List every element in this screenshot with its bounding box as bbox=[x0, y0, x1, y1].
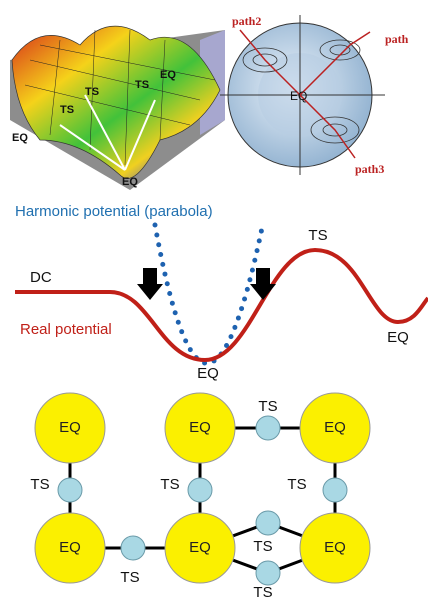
arrow bbox=[250, 268, 276, 300]
ts-label: TS bbox=[30, 476, 49, 493]
potential-panel: Harmonic potential (parabola) TS DC Real… bbox=[15, 203, 428, 382]
ts-label: TS bbox=[287, 476, 306, 493]
eq-label: EQ bbox=[189, 539, 211, 556]
ts-node bbox=[121, 536, 145, 560]
eq-label: EQ bbox=[12, 132, 28, 144]
ts-node bbox=[256, 416, 280, 440]
surface-panel: EQ TS TS TS EQ EQ bbox=[10, 26, 225, 190]
eq-label: EQ bbox=[197, 365, 219, 382]
real-potential-curve bbox=[15, 250, 428, 360]
real-label: Real potential bbox=[20, 321, 112, 338]
harmonic-label: Harmonic potential (parabola) bbox=[15, 203, 213, 220]
ts-node bbox=[256, 511, 280, 535]
ts-label: TS bbox=[135, 79, 149, 91]
eq-label: EQ bbox=[59, 419, 81, 436]
ts-label: TS bbox=[85, 86, 99, 98]
path-label: path3 bbox=[355, 162, 384, 176]
ts-label: TS bbox=[253, 538, 272, 555]
sphere-panel: path2 path EQ path3 bbox=[220, 14, 409, 176]
ts-label: TS bbox=[160, 476, 179, 493]
eq-label: EQ bbox=[160, 69, 176, 81]
dc-label: DC bbox=[30, 269, 52, 286]
eq-label: EQ bbox=[290, 89, 307, 103]
path-label: path bbox=[385, 32, 409, 46]
ts-node bbox=[58, 478, 82, 502]
path-label: path2 bbox=[232, 14, 261, 28]
surface bbox=[12, 26, 220, 178]
ts-node bbox=[256, 561, 280, 585]
ts-node bbox=[188, 478, 212, 502]
eq-label: EQ bbox=[59, 539, 81, 556]
arrow bbox=[137, 268, 163, 300]
ts-label: TS bbox=[253, 584, 272, 599]
eq-label: EQ bbox=[189, 419, 211, 436]
ts-node bbox=[323, 478, 347, 502]
ts-label: TS bbox=[308, 227, 327, 244]
ts-label: TS bbox=[120, 569, 139, 586]
network: EQ EQ EQ EQ EQ EQ TS TS TS TS TS TS TS bbox=[30, 393, 370, 599]
ts-label: TS bbox=[258, 398, 277, 415]
ts-label: TS bbox=[60, 104, 74, 116]
figure: EQ TS TS TS EQ EQ path2 path EQ path3 Ha… bbox=[0, 0, 428, 599]
eq-label: EQ bbox=[387, 329, 409, 346]
eq-label: EQ bbox=[324, 419, 346, 436]
eq-label: EQ bbox=[122, 176, 138, 188]
eq-label: EQ bbox=[324, 539, 346, 556]
